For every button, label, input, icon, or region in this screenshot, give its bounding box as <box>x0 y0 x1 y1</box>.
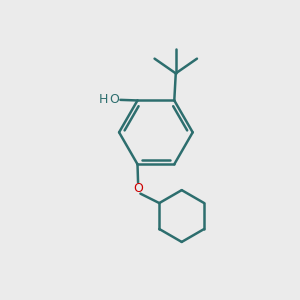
Text: O: O <box>133 182 143 195</box>
Text: O: O <box>110 93 119 106</box>
Text: H: H <box>99 93 108 106</box>
